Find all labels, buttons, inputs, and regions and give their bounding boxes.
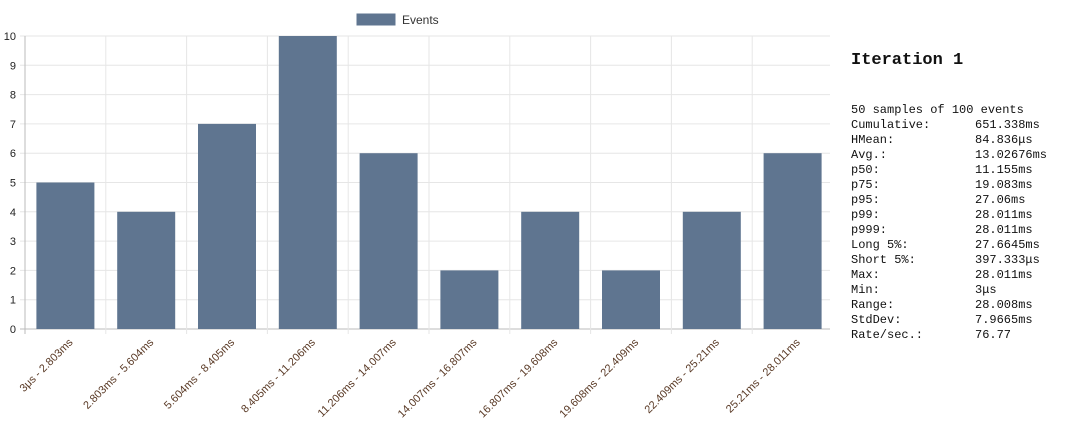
- stat-label: Long 5%:: [851, 238, 909, 252]
- bar[interactable]: [602, 270, 660, 329]
- stat-row: Avg.: 13.02676ms: [851, 148, 1061, 163]
- iteration-title: Iteration 1: [851, 51, 964, 70]
- bar[interactable]: [359, 153, 418, 329]
- stat-row: p50: 11.155ms: [851, 163, 1061, 178]
- bar[interactable]: [763, 153, 822, 329]
- stat-row: HMean: 84.836μs: [851, 133, 1061, 148]
- stat-label: Cumulative:: [851, 118, 931, 132]
- stat-value: 11.155ms: [975, 163, 1033, 177]
- stat-label: p50:: [851, 163, 880, 177]
- x-tick-label: 22.409ms - 25.21ms: [643, 336, 723, 416]
- bar[interactable]: [117, 211, 176, 329]
- bar[interactable]: [278, 36, 337, 329]
- stat-label: p95:: [851, 193, 880, 207]
- x-tick-label: 5.604ms - 8.405ms: [162, 336, 237, 411]
- stat-label: HMean:: [851, 133, 895, 147]
- x-tick-label: 25.21ms - 28.011ms: [724, 336, 803, 415]
- y-tick-label: 0: [10, 324, 16, 336]
- stat-value: 76.77: [975, 328, 1012, 342]
- stat-label: Min:: [851, 283, 880, 297]
- x-tick-label: 19.608ms - 22.409ms: [557, 336, 641, 420]
- x-tick-label: 3μs - 2.803ms: [18, 336, 76, 394]
- y-tick-label: 9: [10, 60, 16, 72]
- stat-row: Range: 28.008ms: [851, 298, 1061, 313]
- chart-grid: [20, 35, 830, 334]
- x-tick-label: 8.405ms - 11.206ms: [239, 336, 318, 415]
- y-tick-label: 3: [10, 236, 16, 248]
- stat-label: Avg.:: [851, 148, 888, 162]
- histogram-chart: 0 1 2 3 4 5 6 7 8 9 10 3μs - 2.803ms 2.803ms - 5.604…: [4, 12, 830, 420]
- stat-value: 13.02676ms: [975, 148, 1048, 162]
- stat-value: 27.6645ms: [975, 238, 1040, 252]
- x-tick-label: 16.807ms - 19.608ms: [477, 336, 561, 420]
- stats-table: Cumulative: 651.338ms HMean: 84.836μs Avg.: 1…: [851, 118, 1061, 343]
- stat-row: Cumulative: 651.338ms: [851, 118, 1061, 133]
- legend-swatch-events[interactable]: [355, 12, 397, 27]
- stat-row: StdDev: 7.9665ms: [851, 313, 1061, 328]
- stat-label: p99:: [851, 208, 880, 222]
- stat-value: 28.011ms: [975, 208, 1033, 222]
- stat-value: 84.836μs: [975, 133, 1033, 147]
- legend[interactable]: Events: [355, 12, 439, 27]
- stat-label: Range:: [851, 298, 895, 312]
- stat-value: 3μs: [975, 283, 997, 297]
- stat-label: Short 5%:: [851, 253, 916, 267]
- y-tick-label: 8: [10, 90, 16, 102]
- x-tick-label: 2.803ms - 5.604ms: [81, 336, 156, 411]
- y-tick-label: 6: [10, 148, 16, 160]
- y-tick-label: 4: [10, 207, 16, 219]
- stat-label: Max:: [851, 268, 880, 282]
- stat-row: Rate/sec.: 76.77: [851, 328, 1061, 343]
- y-tick-label: 1: [10, 295, 16, 307]
- stat-value: 28.011ms: [975, 223, 1033, 237]
- stat-value: 19.083ms: [975, 178, 1033, 192]
- bar[interactable]: [440, 270, 499, 329]
- bar[interactable]: [521, 211, 580, 329]
- legend-label-events[interactable]: Events: [402, 13, 439, 27]
- chart-canvas: 0 1 2 3 4 5 6 7 8 9 10 3μs - 2.803ms 2.803ms - 5.604…: [4, 12, 830, 420]
- stat-row: p95: 27.06ms: [851, 193, 1061, 208]
- y-tick-label: 7: [10, 119, 16, 131]
- stat-row: Long 5%: 27.6645ms: [851, 238, 1061, 253]
- stat-label: p999:: [851, 223, 888, 237]
- stat-row: Max: 28.011ms: [851, 268, 1061, 283]
- x-tick-label: 14.007ms - 16.807ms: [396, 336, 480, 420]
- bar[interactable]: [682, 211, 741, 329]
- stat-row: p999: 28.011ms: [851, 223, 1061, 238]
- stat-value: 7.9665ms: [975, 313, 1033, 327]
- stat-row: p75: 19.083ms: [851, 178, 1061, 193]
- bar[interactable]: [36, 182, 95, 330]
- y-tick-label: 10: [4, 31, 16, 43]
- bar-series: [36, 36, 822, 330]
- stat-label: Rate/sec.:: [851, 328, 924, 342]
- y-tick-label: 5: [10, 178, 16, 190]
- bar[interactable]: [198, 123, 256, 330]
- stat-value: 651.338ms: [975, 118, 1040, 132]
- iteration-stats-panel: Iteration 1 50 samples of 100 events Cum…: [851, 50, 1061, 343]
- stat-row: p99: 28.011ms: [851, 208, 1061, 223]
- stat-value: 28.008ms: [975, 298, 1033, 312]
- x-tick-label: 11.206ms - 14.007ms: [316, 336, 399, 419]
- stat-label: p75:: [851, 178, 880, 192]
- stat-row: Min: 3μs: [851, 283, 1061, 298]
- stat-value: 397.333μs: [975, 253, 1040, 267]
- stat-label: StdDev:: [851, 313, 902, 327]
- stat-value: 28.011ms: [975, 268, 1033, 282]
- samples-summary: 50 samples of 100 events: [851, 103, 1024, 117]
- stat-value: 27.06ms: [975, 193, 1026, 207]
- stat-row: Short 5%: 397.333μs: [851, 253, 1061, 268]
- y-tick-label: 2: [10, 265, 16, 277]
